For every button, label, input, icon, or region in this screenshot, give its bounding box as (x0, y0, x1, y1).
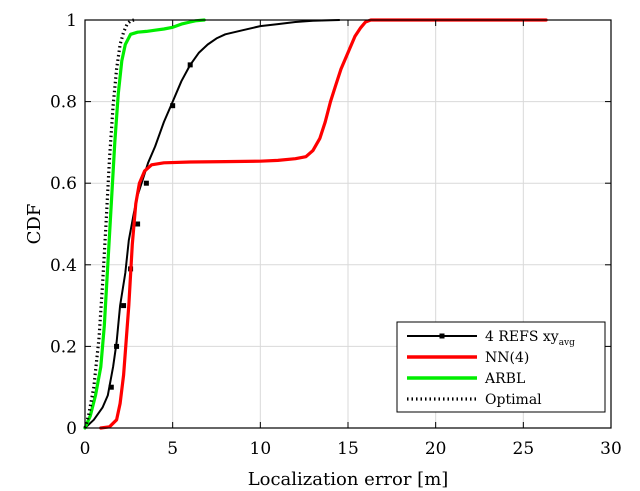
series-line-optimal (83, 18, 135, 429)
y-tick-label: 0 (66, 419, 77, 439)
x-tick-label: 30 (600, 439, 622, 459)
series-marker (187, 62, 193, 68)
legend-marker (439, 333, 445, 339)
x-tick-label: 0 (80, 439, 91, 459)
legend-label: 4 REFS xyavg (485, 329, 575, 348)
series-marker (108, 384, 114, 390)
x-tick-label: 25 (513, 439, 535, 459)
series-layer (83, 18, 548, 430)
legend: 4 REFS xyavg NN(4) ARBL Optimal (396, 321, 606, 413)
x-tick-label: 10 (250, 439, 272, 459)
y-tick-label: 1 (66, 11, 77, 31)
y-axis-label: CDF (24, 204, 45, 245)
x-tick-label: 20 (425, 439, 447, 459)
legend-label: NN(4) (485, 350, 529, 366)
y-tick-label: 0.8 (50, 93, 77, 113)
axis-ticks: 0 5 10 15 20 25 30 0 0.2 0.4 0.6 0.8 1 (50, 11, 622, 459)
series-marker (121, 303, 127, 309)
series-marker (114, 343, 120, 349)
series-marker (135, 221, 141, 227)
legend-label: Optimal (485, 392, 542, 408)
series-marker (170, 103, 176, 109)
y-tick-label: 0.2 (50, 337, 77, 357)
x-tick-label: 5 (167, 439, 178, 459)
y-tick-label: 0.6 (50, 174, 77, 194)
series-line-4-refs-xy (84, 19, 341, 429)
x-axis-label: Localization error [m] (248, 469, 449, 490)
y-tick-label: 0.4 (50, 256, 77, 276)
x-tick-label: 15 (337, 439, 359, 459)
legend-label-subscript: avg (559, 338, 575, 348)
series-line-arbl (83, 18, 206, 430)
series-line-nn-4- (99, 18, 548, 430)
series-marker (143, 180, 149, 186)
legend-label: ARBL (484, 371, 525, 387)
